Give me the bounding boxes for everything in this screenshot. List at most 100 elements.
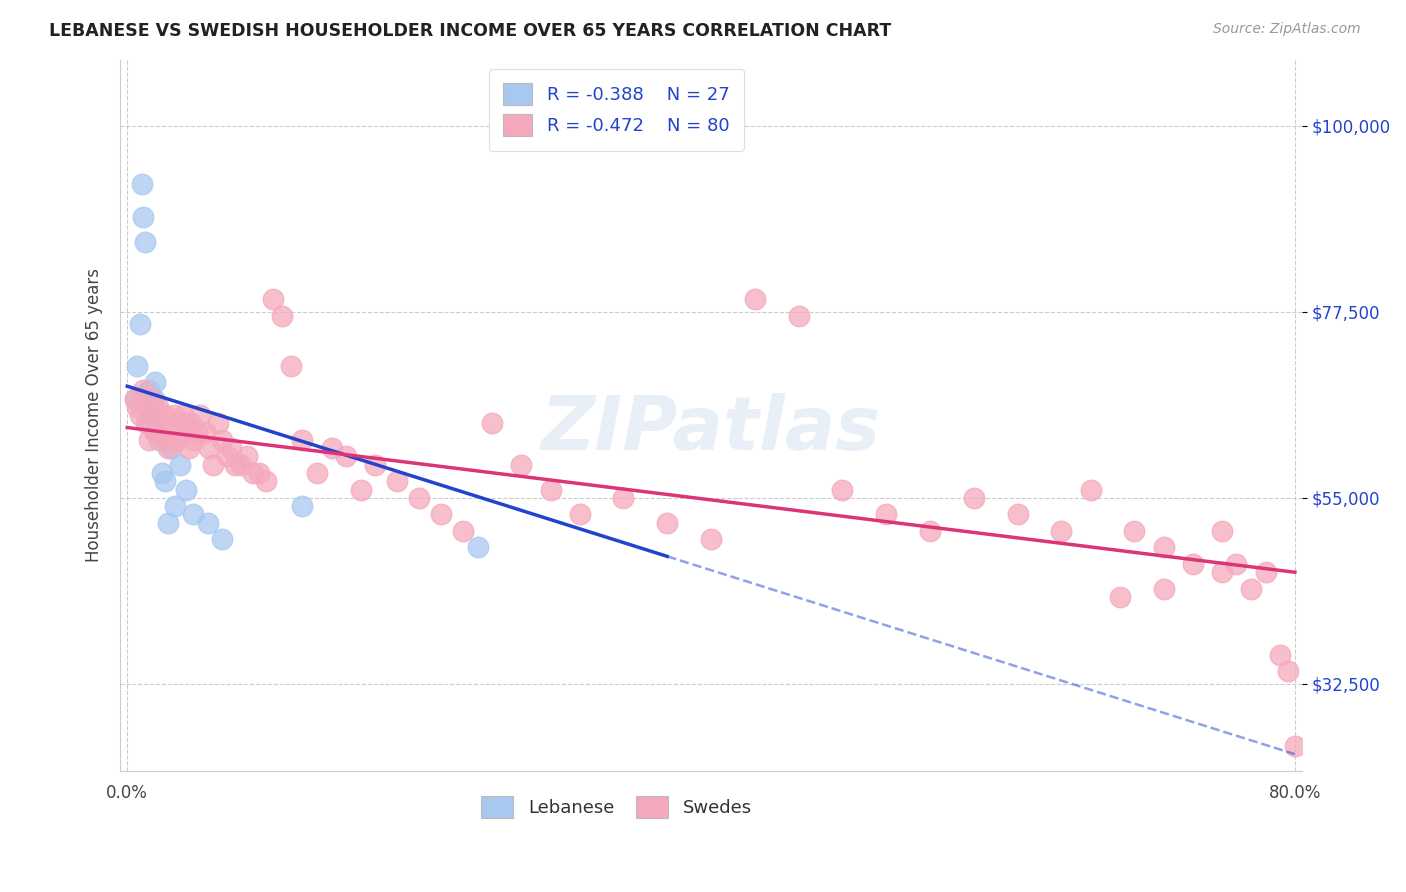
Point [430, 508, 453, 522]
Point [145, 425, 167, 439]
Point [149, 417, 172, 431]
Text: ZIPatlas: ZIPatlas [541, 392, 882, 466]
Point [139, 417, 162, 431]
Point [127, 359, 149, 373]
Point [612, 491, 634, 505]
Point [831, 483, 853, 497]
Point [963, 491, 986, 505]
Point [254, 475, 277, 489]
Point [1270, 648, 1292, 662]
Point [875, 508, 897, 522]
Point [568, 508, 591, 522]
Point [280, 359, 302, 373]
Point [181, 508, 204, 522]
Point [350, 483, 373, 497]
Point [198, 441, 221, 455]
Point [451, 524, 474, 538]
Point [918, 524, 941, 538]
Point [186, 425, 208, 439]
Point [1123, 524, 1146, 538]
Point [180, 417, 202, 431]
Point [481, 417, 503, 431]
Point [131, 177, 153, 191]
Point [136, 400, 159, 414]
Point [132, 210, 155, 224]
Point [143, 425, 166, 439]
Point [174, 417, 197, 431]
Point [129, 408, 152, 422]
Point [211, 433, 233, 447]
Point [160, 425, 183, 439]
Point [202, 458, 225, 472]
Point [148, 433, 170, 447]
Point [211, 532, 233, 546]
Point [229, 458, 252, 472]
Point [291, 499, 314, 513]
Point [146, 400, 169, 414]
Point [127, 400, 149, 414]
Point [335, 450, 357, 464]
Point [129, 317, 152, 331]
Point [1277, 665, 1299, 679]
Point [177, 441, 200, 455]
Point [744, 293, 766, 307]
Point [215, 450, 238, 464]
Point [540, 483, 562, 497]
Point [150, 466, 173, 480]
Point [124, 392, 146, 406]
Point [1153, 541, 1175, 555]
Point [1225, 557, 1247, 571]
Point [183, 433, 205, 447]
Point [141, 392, 163, 406]
Point [1211, 566, 1233, 580]
Point [138, 384, 160, 398]
Point [1181, 557, 1204, 571]
Point [188, 408, 211, 422]
Point [172, 408, 194, 422]
Point [142, 392, 165, 406]
Point [155, 433, 177, 447]
Point [1284, 739, 1306, 753]
Point [1050, 524, 1073, 538]
Point [197, 516, 219, 530]
Point [169, 425, 191, 439]
Point [1240, 582, 1263, 596]
Point [1153, 582, 1175, 596]
Point [169, 458, 191, 472]
Point [141, 408, 163, 422]
Y-axis label: Householder Income Over 65 years: Householder Income Over 65 years [86, 268, 103, 562]
Point [321, 441, 343, 455]
Point [135, 387, 157, 401]
Point [124, 392, 146, 406]
Point [467, 541, 489, 555]
Point [142, 408, 165, 422]
Point [387, 475, 409, 489]
Point [155, 475, 177, 489]
Text: Source: ZipAtlas.com: Source: ZipAtlas.com [1213, 22, 1361, 37]
Point [657, 516, 679, 530]
Point [219, 441, 242, 455]
Point [1007, 508, 1029, 522]
Point [510, 458, 533, 472]
Point [166, 433, 188, 447]
Point [138, 433, 160, 447]
Point [157, 441, 180, 455]
Point [1254, 566, 1277, 580]
Point [262, 293, 284, 307]
Point [160, 441, 183, 455]
Point [408, 491, 430, 505]
Point [236, 450, 259, 464]
Point [143, 375, 166, 389]
Point [247, 466, 270, 480]
Point [305, 466, 328, 480]
Point [1080, 483, 1102, 497]
Text: LEBANESE VS SWEDISH HOUSEHOLDER INCOME OVER 65 YEARS CORRELATION CHART: LEBANESE VS SWEDISH HOUSEHOLDER INCOME O… [49, 22, 891, 40]
Point [134, 235, 156, 249]
Point [132, 384, 155, 398]
Point [157, 516, 180, 530]
Point [1211, 524, 1233, 538]
Point [174, 483, 197, 497]
Point [163, 408, 186, 422]
Point [135, 417, 157, 431]
Point [207, 417, 229, 431]
